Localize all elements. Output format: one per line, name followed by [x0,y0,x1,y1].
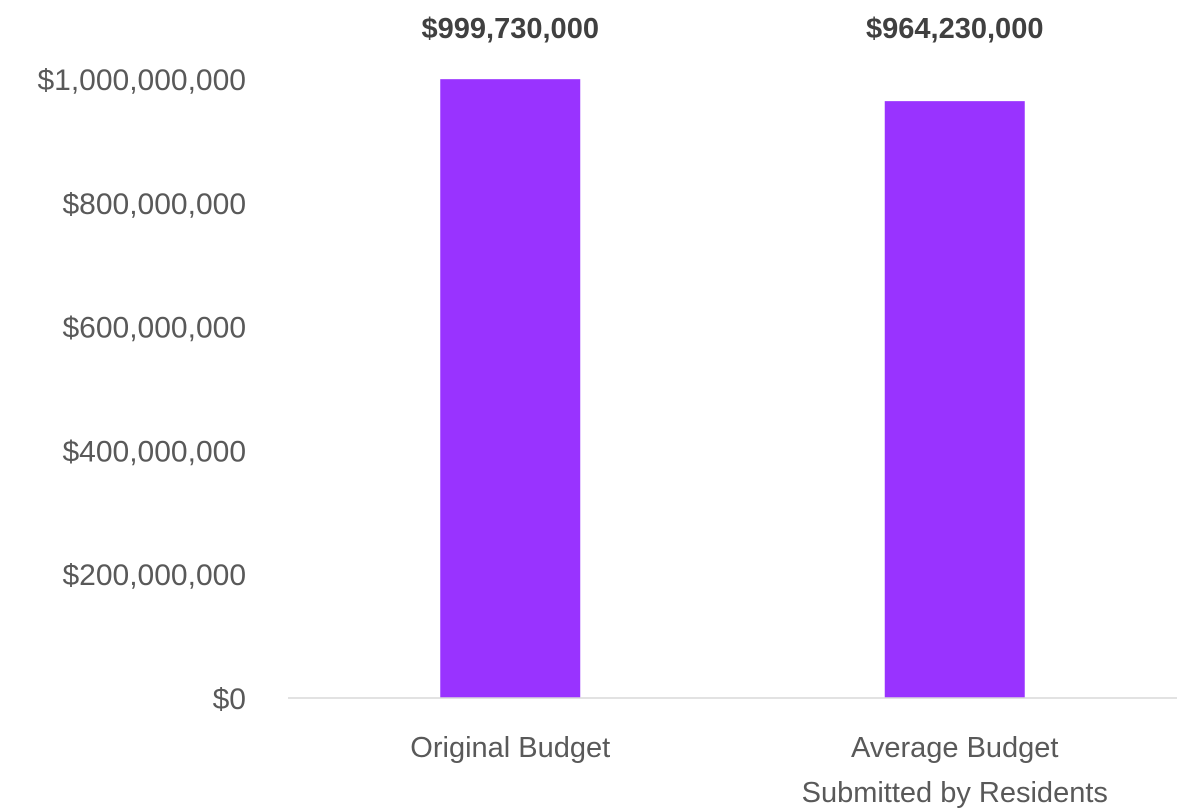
y-tick-label: $400,000,000 [62,435,246,468]
bar-series [440,79,1025,699]
bar-data-labels: $999,730,000 $964,230,000 [422,13,1044,45]
bar [884,101,1025,699]
category-label: Average Budget [851,732,1058,764]
category-label: Original Budget [410,732,610,764]
y-axis-tick-labels: $0 $200,000,000 $400,000,000 $600,000,000 $8… [37,64,246,716]
y-tick-label: $1,000,000,000 [37,64,246,97]
y-tick-label: $200,000,000 [62,559,246,592]
bar [440,79,581,699]
x-axis-category-labels: Original Budget Average Budget Submitted b… [410,732,1108,809]
bar-data-label: $999,730,000 [422,13,599,45]
bar-data-label: $964,230,000 [866,13,1043,45]
category-label: Submitted by Residents [802,777,1108,809]
y-tick-label: $800,000,000 [62,188,246,221]
y-tick-label: $0 [213,683,246,716]
y-tick-label: $600,000,000 [62,312,246,345]
